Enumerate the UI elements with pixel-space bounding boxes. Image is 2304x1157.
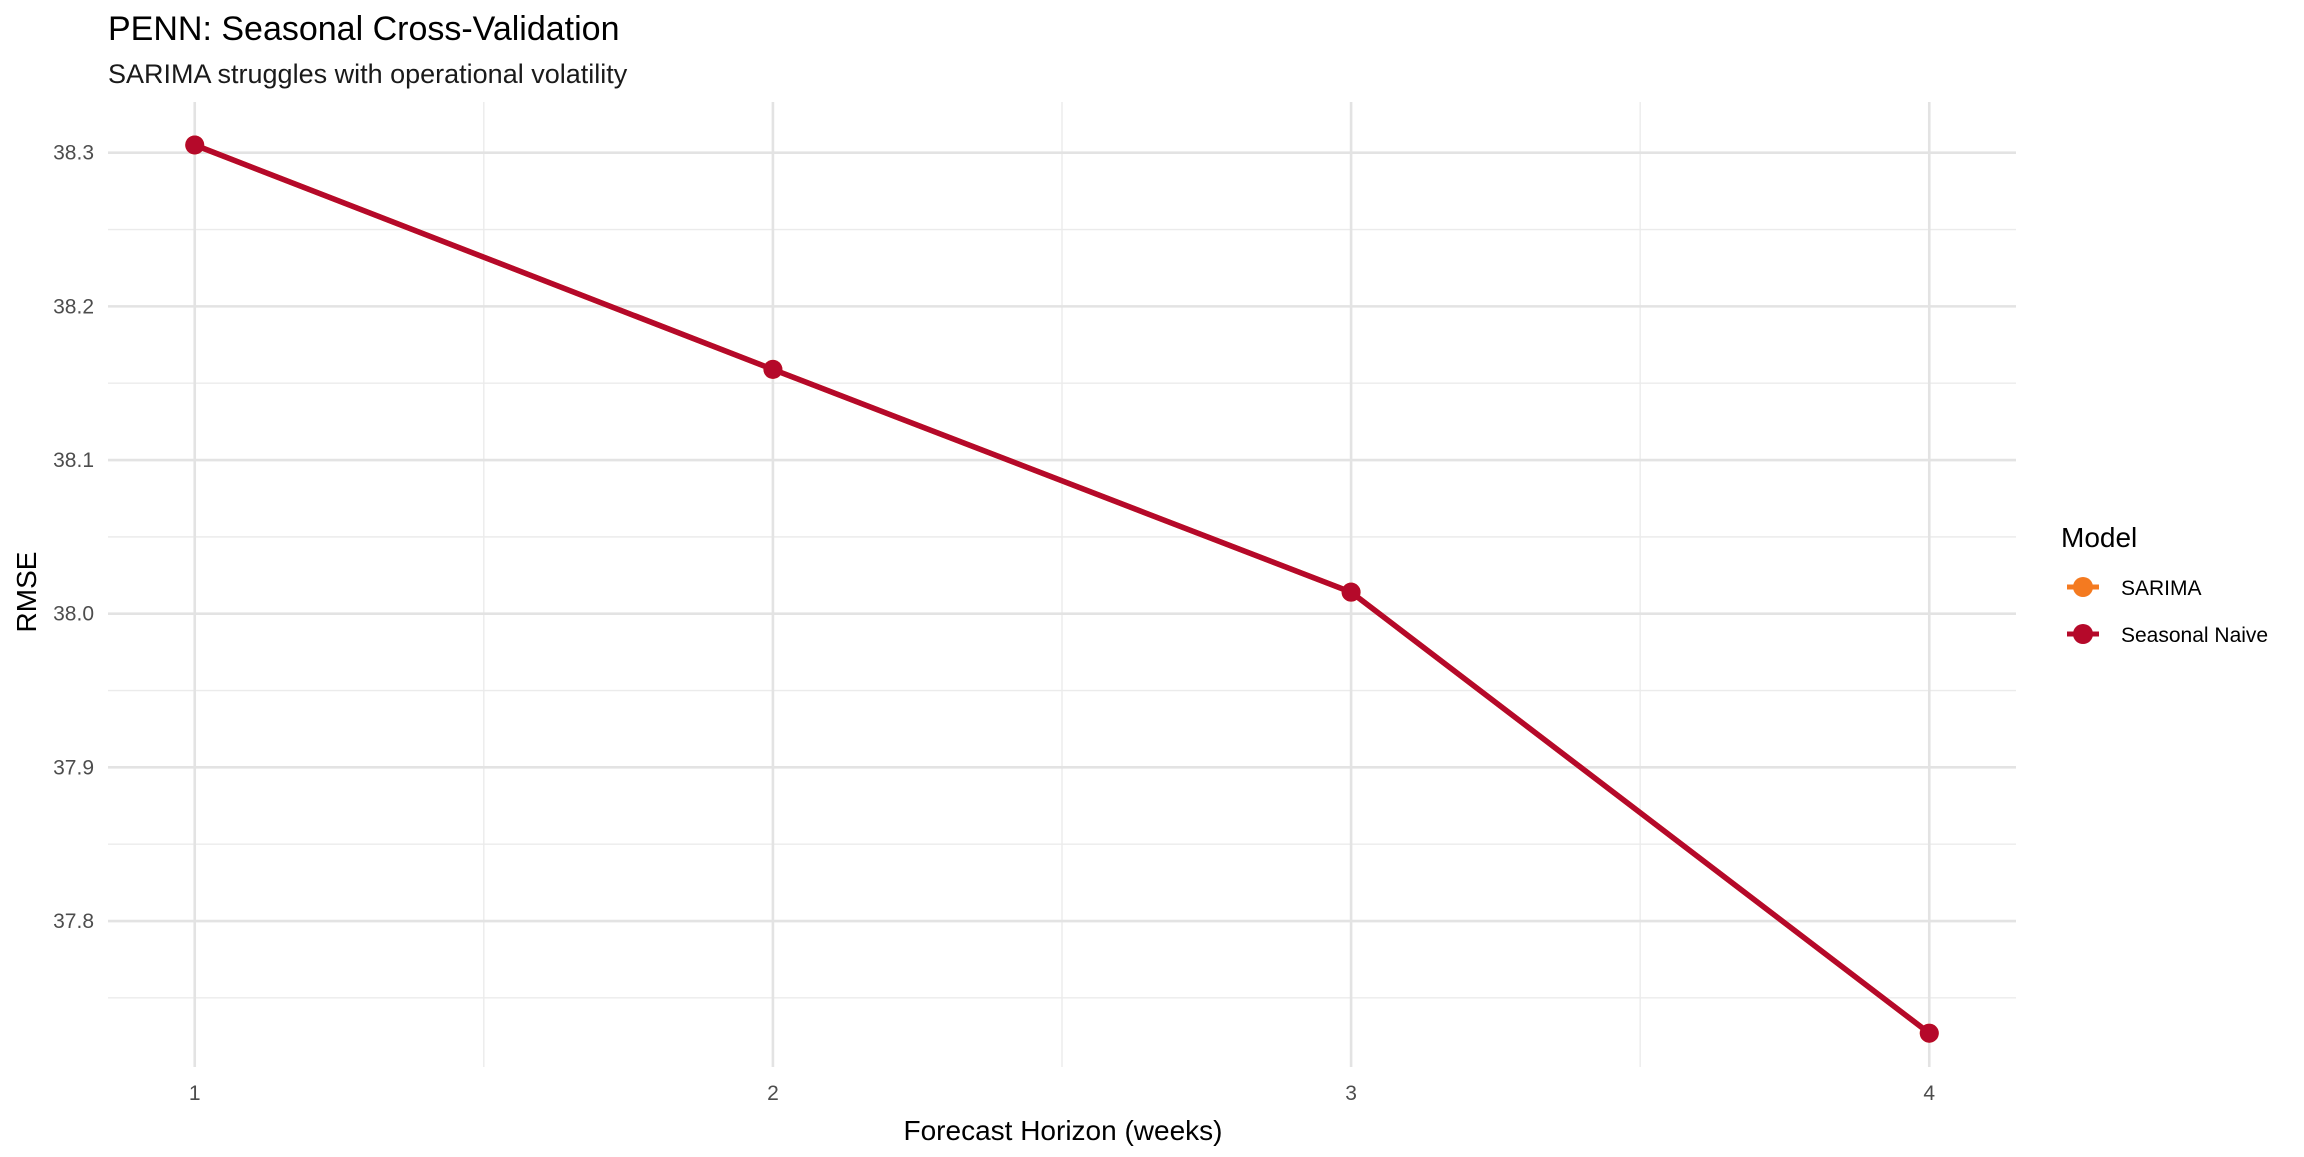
series-seasonal-naive <box>185 135 1939 1043</box>
y-tick-label: 38.0 <box>53 603 94 626</box>
data-point <box>1919 1023 1939 1043</box>
legend-title: Model <box>2061 522 2137 553</box>
y-tick-label: 38.1 <box>53 449 94 472</box>
legend-entry: SARIMA <box>2067 577 2202 600</box>
legend-label: SARIMA <box>2121 577 2202 600</box>
y-tick-label: 38.3 <box>53 142 94 165</box>
data-point <box>763 359 783 379</box>
x-tick-label: 1 <box>189 1082 201 1105</box>
x-tick-label: 3 <box>1345 1082 1357 1105</box>
data-point <box>185 135 205 155</box>
x-axis-title: Forecast Horizon (weeks) <box>904 1115 1223 1146</box>
legend-key-point <box>2073 624 2093 644</box>
grid <box>108 102 2016 1067</box>
y-tick-label: 37.9 <box>53 756 94 779</box>
series-layer <box>185 135 1939 1043</box>
y-axis-title: RMSE <box>11 552 42 633</box>
legend-label: Seasonal Naive <box>2121 624 2268 647</box>
y-tick-label: 37.8 <box>53 910 94 933</box>
x-tick-label: 4 <box>1923 1082 1935 1105</box>
legend-entries: SARIMA Seasonal Naive <box>2067 577 2268 647</box>
chart-subtitle: SARIMA struggles with operational volati… <box>108 59 628 89</box>
legend-entry: Seasonal Naive <box>2067 624 2268 647</box>
legend: Model SARIMA Seasonal Naive <box>2061 522 2268 647</box>
x-tick-label: 2 <box>767 1082 779 1105</box>
y-tick-labels: 37.8 37.9 38.0 38.1 38.2 38.3 <box>53 142 94 933</box>
series-line <box>191 142 1933 1036</box>
data-point <box>1341 582 1361 602</box>
chart-title: PENN: Seasonal Cross-Validation <box>108 10 620 48</box>
legend-key-point <box>2073 577 2093 597</box>
y-tick-label: 38.2 <box>53 295 94 318</box>
x-tick-labels: 1 2 3 4 <box>189 1082 1936 1105</box>
